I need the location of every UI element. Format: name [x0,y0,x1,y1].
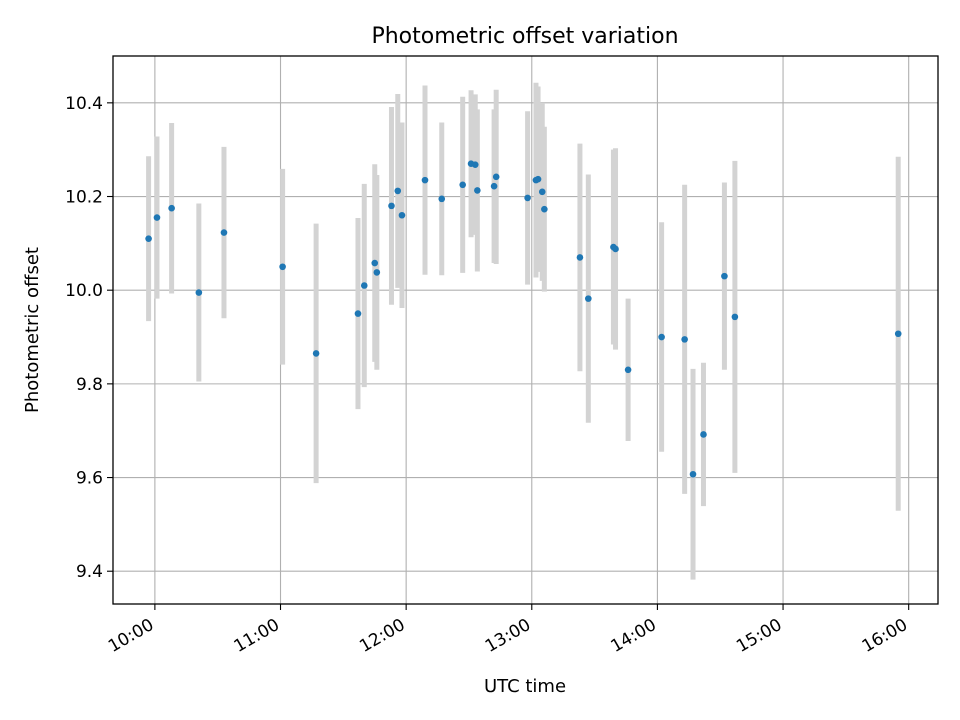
data-point [576,254,584,261]
data-points [145,160,902,478]
data-point [360,282,368,289]
y-axis-label: Photometric offset [22,247,43,413]
data-point [524,194,531,202]
data-point [459,181,466,189]
data-point [438,195,446,203]
data-point [624,366,632,374]
data-point [541,205,548,213]
data-point [398,211,406,219]
plot-frame [112,55,939,605]
y-tick-label: 10.0 [65,281,103,301]
y-tick-label: 9.8 [76,375,103,395]
data-point [312,350,320,357]
y-axis-ticks: 9.4 9.6 9.8 10.0 10.2 10.4 [65,94,113,582]
data-point [168,204,175,212]
data-point [658,333,665,341]
data-point [220,229,228,236]
data-point [490,182,498,190]
data-point [700,431,707,438]
data-point [534,175,542,183]
y-tick-label: 9.4 [76,562,103,582]
data-point [721,272,728,280]
data-point [354,310,362,317]
data-point [153,214,161,221]
data-point [279,263,286,271]
data-point [145,235,152,242]
y-tick-label: 9.6 [76,469,103,489]
data-point [612,245,619,253]
data-point [388,202,395,210]
data-point [681,336,688,343]
data-point [585,295,592,302]
data-point [421,176,429,184]
data-point [373,269,381,276]
data-point [492,173,500,181]
data-point [474,187,481,194]
data-point [195,289,203,296]
chart-title: Photometric offset variation [371,24,678,49]
data-point [894,330,902,338]
y-tick-label: 10.2 [65,188,103,208]
data-point [471,161,479,168]
data-point [689,470,697,478]
x-axis-label: UTC time [484,676,566,697]
data-point [731,313,739,321]
grid [113,56,938,604]
y-tick-label: 10.4 [65,94,103,114]
data-point [538,188,546,196]
data-point [371,259,379,267]
data-point [394,187,402,195]
